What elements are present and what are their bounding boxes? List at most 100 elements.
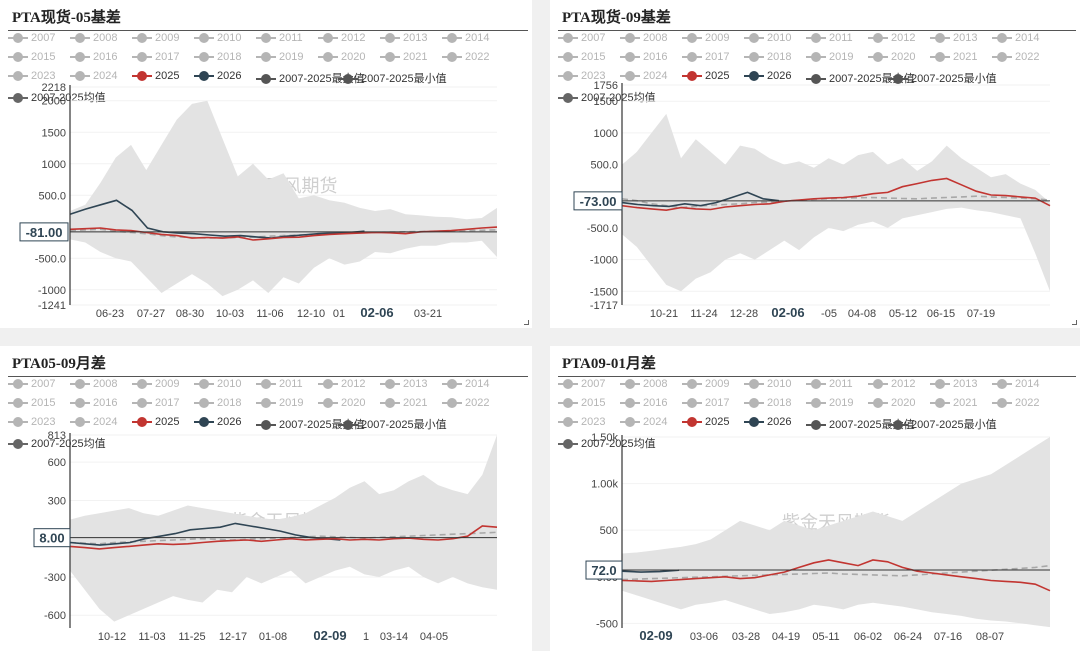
legend-item-2008[interactable]: 2008 bbox=[620, 378, 667, 390]
legend-item-2025[interactable]: 2025 bbox=[132, 416, 179, 428]
legend-item-2015[interactable]: 2015 bbox=[558, 51, 605, 63]
legend-item-2016[interactable]: 2016 bbox=[70, 51, 117, 63]
legend-item-2007-2025均值[interactable]: 2007-2025均值 bbox=[558, 435, 656, 451]
legend-item-2025[interactable]: 2025 bbox=[682, 416, 729, 428]
legend-item-2007-2025最小值[interactable]: 2007-2025最小值 bbox=[338, 70, 447, 86]
chart-legend[interactable]: 2007 2008 2009 2010 2011 2012 2013 2014 2015 2016… bbox=[8, 32, 524, 108]
resize-handle-icon[interactable] bbox=[524, 320, 529, 325]
legend-item-2022[interactable]: 2022 bbox=[992, 397, 1039, 409]
legend-item-2024[interactable]: 2024 bbox=[70, 416, 117, 428]
legend-item-2007[interactable]: 2007 bbox=[558, 32, 605, 44]
legend-item-2010[interactable]: 2010 bbox=[744, 32, 791, 44]
legend-item-2007[interactable]: 2007 bbox=[8, 378, 55, 390]
legend-item-2009[interactable]: 2009 bbox=[132, 32, 179, 44]
chart-legend[interactable]: 2007 2008 2009 2010 2011 2012 2013 2014 2015 2016… bbox=[8, 378, 524, 454]
legend-item-2009[interactable]: 2009 bbox=[682, 32, 729, 44]
legend-item-2019[interactable]: 2019 bbox=[806, 51, 853, 63]
legend-item-2011[interactable]: 2011 bbox=[806, 32, 853, 44]
legend-item-2013[interactable]: 2013 bbox=[380, 32, 427, 44]
chart-legend[interactable]: 2007 2008 2009 2010 2011 2012 2013 2014 2015 2016… bbox=[558, 32, 1074, 108]
legend-item-2026[interactable]: 2026 bbox=[744, 416, 791, 428]
x-tick-label: 03-06 bbox=[690, 631, 718, 643]
legend-item-2018[interactable]: 2018 bbox=[744, 397, 791, 409]
legend-item-2010[interactable]: 2010 bbox=[194, 378, 241, 390]
legend-item-2010[interactable]: 2010 bbox=[744, 378, 791, 390]
legend-item-2009[interactable]: 2009 bbox=[682, 378, 729, 390]
legend-item-2014[interactable]: 2014 bbox=[992, 378, 1039, 390]
legend-item-2007[interactable]: 2007 bbox=[8, 32, 55, 44]
legend-item-2018[interactable]: 2018 bbox=[744, 51, 791, 63]
chart-plot-area[interactable]: 紫金天风期货813600300-300-6008.0010-1211-0311-… bbox=[0, 346, 532, 651]
legend-item-2013[interactable]: 2013 bbox=[930, 378, 977, 390]
legend-item-2014[interactable]: 2014 bbox=[442, 378, 489, 390]
legend-item-2020[interactable]: 2020 bbox=[318, 397, 365, 409]
legend-item-2024[interactable]: 2024 bbox=[70, 70, 117, 82]
legend-item-2009[interactable]: 2009 bbox=[132, 378, 179, 390]
legend-item-2017[interactable]: 2017 bbox=[682, 51, 729, 63]
legend-item-2016[interactable]: 2016 bbox=[620, 397, 667, 409]
legend-item-2024[interactable]: 2024 bbox=[620, 70, 667, 82]
legend-item-2021[interactable]: 2021 bbox=[930, 51, 977, 63]
legend-item-2016[interactable]: 2016 bbox=[620, 51, 667, 63]
legend-item-2015[interactable]: 2015 bbox=[8, 51, 55, 63]
legend-item-2026[interactable]: 2026 bbox=[194, 70, 241, 82]
legend-item-2014[interactable]: 2014 bbox=[442, 32, 489, 44]
legend-item-2026[interactable]: 2026 bbox=[744, 70, 791, 82]
legend-item-2019[interactable]: 2019 bbox=[806, 397, 853, 409]
legend-item-2023[interactable]: 2023 bbox=[558, 70, 605, 82]
legend-item-2015[interactable]: 2015 bbox=[558, 397, 605, 409]
legend-item-2023[interactable]: 2023 bbox=[8, 416, 55, 428]
legend-item-2021[interactable]: 2021 bbox=[380, 397, 427, 409]
legend-item-2020[interactable]: 2020 bbox=[868, 397, 915, 409]
legend-item-2007-2025均值[interactable]: 2007-2025均值 bbox=[8, 435, 106, 451]
legend-item-2017[interactable]: 2017 bbox=[132, 397, 179, 409]
chart-plot-area[interactable]: 紫金天风期货2218200015001000500.0-500.0-1000-1… bbox=[0, 0, 532, 328]
legend-item-2014[interactable]: 2014 bbox=[992, 32, 1039, 44]
legend-item-2025[interactable]: 2025 bbox=[132, 70, 179, 82]
legend-item-2012[interactable]: 2012 bbox=[868, 32, 915, 44]
legend-item-2021[interactable]: 2021 bbox=[380, 51, 427, 63]
legend-item-2015[interactable]: 2015 bbox=[8, 397, 55, 409]
legend-item-2022[interactable]: 2022 bbox=[992, 51, 1039, 63]
chart-plot-area[interactable]: 紫金天风期货175615001000500.0-500.0-1000-1500-… bbox=[550, 0, 1080, 328]
legend-item-2023[interactable]: 2023 bbox=[558, 416, 605, 428]
legend-item-2007-2025最小值[interactable]: 2007-2025最小值 bbox=[888, 416, 997, 432]
legend-item-2013[interactable]: 2013 bbox=[380, 378, 427, 390]
legend-item-2011[interactable]: 2011 bbox=[256, 378, 303, 390]
legend-label: 2009 bbox=[155, 378, 180, 390]
legend-item-2008[interactable]: 2008 bbox=[70, 378, 117, 390]
legend-item-2024[interactable]: 2024 bbox=[620, 416, 667, 428]
x-tick-label: 12-17 bbox=[219, 631, 247, 643]
legend-item-2012[interactable]: 2012 bbox=[868, 378, 915, 390]
legend-item-2011[interactable]: 2011 bbox=[806, 378, 853, 390]
legend-item-2020[interactable]: 2020 bbox=[318, 51, 365, 63]
legend-item-2018[interactable]: 2018 bbox=[194, 51, 241, 63]
chart-legend[interactable]: 2007 2008 2009 2010 2011 2012 2013 2014 2015 2016… bbox=[558, 378, 1074, 454]
legend-item-2008[interactable]: 2008 bbox=[620, 32, 667, 44]
legend-item-2007[interactable]: 2007 bbox=[558, 378, 605, 390]
resize-handle-icon[interactable] bbox=[1072, 320, 1077, 325]
legend-item-2011[interactable]: 2011 bbox=[256, 32, 303, 44]
legend-item-2007-2025最小值[interactable]: 2007-2025最小值 bbox=[338, 416, 447, 432]
legend-item-2016[interactable]: 2016 bbox=[70, 397, 117, 409]
legend-item-2019[interactable]: 2019 bbox=[256, 51, 303, 63]
legend-item-2017[interactable]: 2017 bbox=[132, 51, 179, 63]
chart-plot-area[interactable]: 紫金天风期货1.50k1.00k5000.00-50072.002-0903-0… bbox=[550, 346, 1080, 651]
legend-item-2017[interactable]: 2017 bbox=[682, 397, 729, 409]
legend-item-2022[interactable]: 2022 bbox=[442, 51, 489, 63]
legend-item-2013[interactable]: 2013 bbox=[930, 32, 977, 44]
legend-item-2018[interactable]: 2018 bbox=[194, 397, 241, 409]
legend-item-2012[interactable]: 2012 bbox=[318, 32, 365, 44]
legend-item-2022[interactable]: 2022 bbox=[442, 397, 489, 409]
legend-item-2023[interactable]: 2023 bbox=[8, 70, 55, 82]
legend-item-2010[interactable]: 2010 bbox=[194, 32, 241, 44]
legend-item-2019[interactable]: 2019 bbox=[256, 397, 303, 409]
legend-item-2007-2025最小值[interactable]: 2007-2025最小值 bbox=[888, 70, 997, 86]
legend-marker-icon bbox=[682, 398, 702, 409]
legend-item-2008[interactable]: 2008 bbox=[70, 32, 117, 44]
legend-item-2020[interactable]: 2020 bbox=[868, 51, 915, 63]
legend-item-2025[interactable]: 2025 bbox=[682, 70, 729, 82]
legend-item-2012[interactable]: 2012 bbox=[318, 378, 365, 390]
legend-item-2026[interactable]: 2026 bbox=[194, 416, 241, 428]
legend-item-2021[interactable]: 2021 bbox=[930, 397, 977, 409]
